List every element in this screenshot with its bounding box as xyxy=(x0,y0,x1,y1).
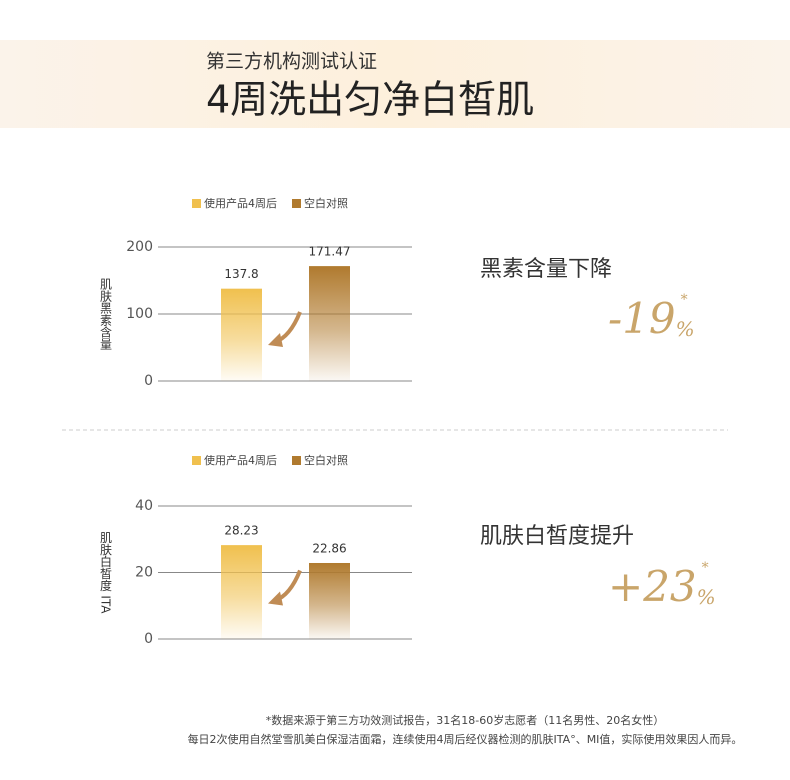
y-tick-label: 200 xyxy=(126,239,153,255)
stat-value: -19% * xyxy=(608,292,695,343)
stat-unit: % xyxy=(676,317,695,341)
legend-swatch xyxy=(192,456,201,465)
value-label: 22.86 xyxy=(312,541,346,555)
value-label: 28.23 xyxy=(224,524,258,538)
legend-swatch xyxy=(192,199,201,208)
header-subtitle: 第三方机构测试认证 xyxy=(206,51,377,73)
y-tick-label: 20 xyxy=(135,565,153,581)
legend-swatch xyxy=(292,199,301,208)
y-tick-label: 0 xyxy=(144,631,153,647)
legend-swatch xyxy=(292,456,301,465)
bar xyxy=(309,266,350,381)
header-band xyxy=(0,40,790,128)
value-label: 137.8 xyxy=(224,267,258,281)
stat-value: +23% * xyxy=(608,560,716,611)
y-tick-label: 40 xyxy=(135,498,153,514)
header-title: 4周洗出匀净白皙肌 xyxy=(206,78,534,122)
legend-label: 空白对照 xyxy=(304,453,348,467)
legend-label: 空白对照 xyxy=(304,196,348,210)
y-axis-label: 肌肤黑素含量 xyxy=(99,278,113,350)
arrow-head xyxy=(268,591,283,606)
bar xyxy=(309,562,350,639)
bar xyxy=(221,545,262,639)
stat-note: * xyxy=(702,560,709,576)
value-label: 171.47 xyxy=(309,245,351,259)
legend-label: 使用产品4周后 xyxy=(204,453,277,467)
y-tick-label: 100 xyxy=(126,306,153,322)
legend-label: 使用产品4周后 xyxy=(204,196,277,210)
stat-title: 黑素含量下降 xyxy=(480,257,612,282)
stat-number: +23 xyxy=(608,562,697,611)
stat-unit: % xyxy=(697,585,716,609)
bar xyxy=(221,288,262,381)
y-tick-label: 0 xyxy=(144,373,153,389)
stat-number: -19 xyxy=(608,294,676,343)
stat-title: 肌肤白皙度提升 xyxy=(480,524,634,549)
footnote: *数据来源于第三方功效测试报告，31名18-60岁志愿者（11名男性、20名女性… xyxy=(266,713,664,727)
y-axis-label: 肌肤白皙度 ITA xyxy=(99,531,113,614)
stat-note: * xyxy=(681,292,688,308)
arrow-head xyxy=(268,333,283,347)
footnote: 每日2次使用自然堂雪肌美白保湿洁面霜，连续使用4周后经仪器检测的肌肤ITA°、M… xyxy=(188,732,743,746)
